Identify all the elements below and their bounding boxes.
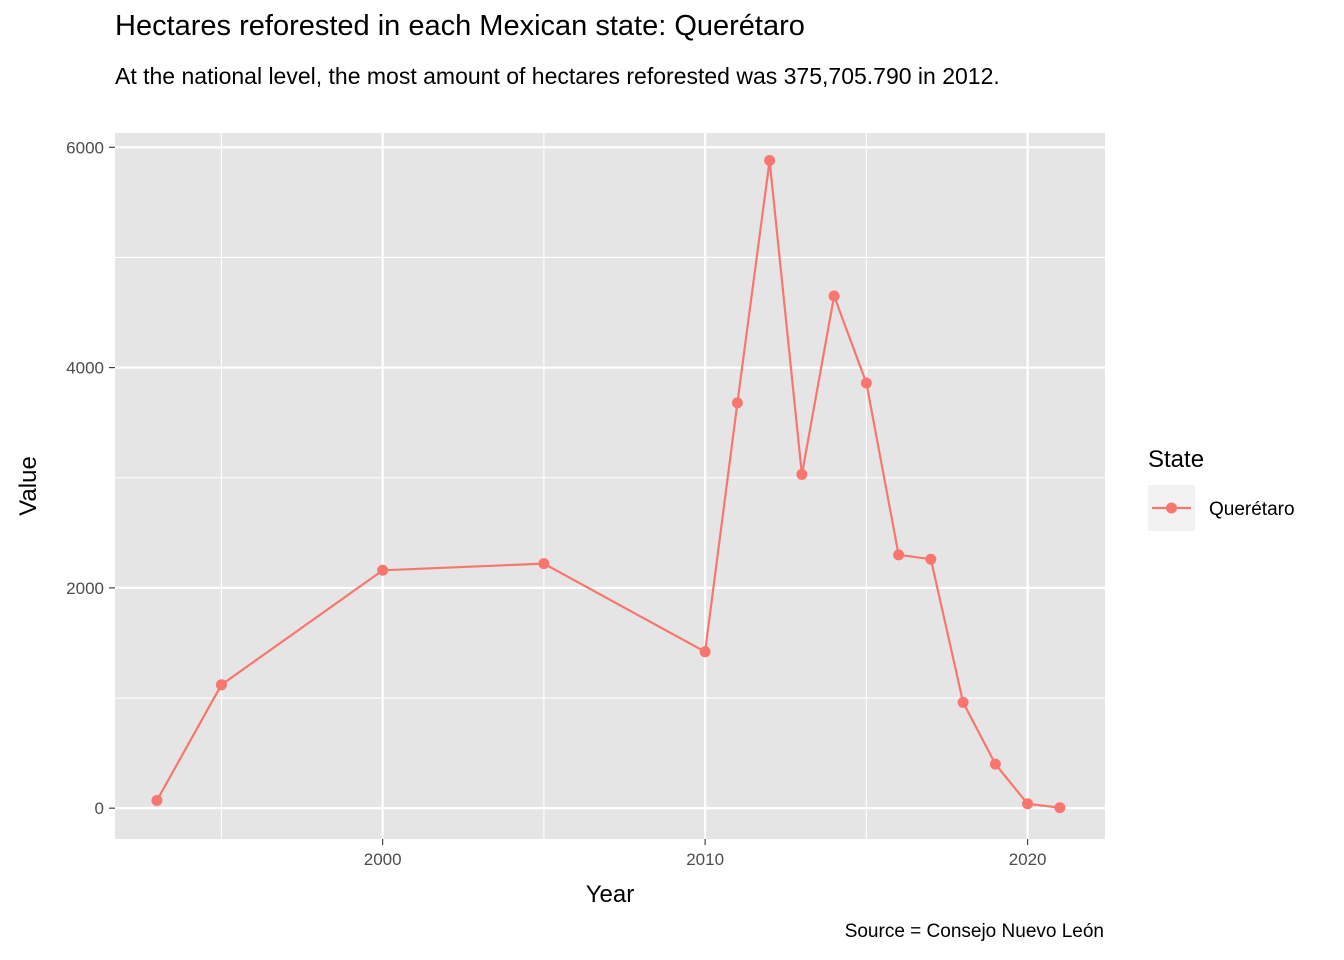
axes: 2000 2010 2020 0 2000 4000 6000 bbox=[66, 138, 1046, 869]
data-point bbox=[151, 794, 163, 806]
y-tick-label: 2000 bbox=[66, 579, 104, 598]
legend: State Querétaro bbox=[1148, 446, 1295, 531]
legend-label-queretaro: Querétaro bbox=[1209, 499, 1295, 520]
data-point bbox=[796, 468, 808, 480]
series-points bbox=[151, 155, 1066, 814]
data-point bbox=[1054, 802, 1066, 814]
chart-subtitle: At the national level, the most amount o… bbox=[115, 63, 1000, 89]
y-tick-label: 6000 bbox=[66, 138, 104, 157]
data-point bbox=[699, 646, 711, 658]
x-tick-label: 2000 bbox=[364, 850, 402, 869]
major-gridlines bbox=[115, 133, 1105, 839]
x-tick-label: 2010 bbox=[686, 850, 724, 869]
series-line-queretaro bbox=[155, 160, 1061, 809]
y-tick-label: 4000 bbox=[66, 359, 104, 378]
x-axis-title: Year bbox=[586, 881, 635, 908]
legend-key-point bbox=[1166, 502, 1177, 514]
chart-caption: Source = Consejo Nuevo León bbox=[844, 921, 1104, 942]
data-point bbox=[925, 553, 937, 565]
data-point bbox=[893, 549, 905, 561]
data-point bbox=[1022, 798, 1034, 810]
data-point bbox=[828, 290, 840, 302]
legend-title: State bbox=[1148, 446, 1204, 473]
x-tick-label: 2020 bbox=[1009, 850, 1047, 869]
data-point bbox=[731, 397, 743, 409]
minor-gridlines bbox=[115, 133, 1105, 839]
chart-title: Hectares reforested in each Mexican stat… bbox=[115, 10, 805, 42]
y-axis-title: Value bbox=[15, 456, 42, 516]
plot-panel bbox=[115, 133, 1105, 839]
data-point bbox=[215, 679, 227, 691]
data-point bbox=[764, 155, 776, 167]
y-tick-label: 0 bbox=[95, 799, 104, 818]
data-point bbox=[538, 558, 550, 570]
data-point bbox=[957, 696, 969, 708]
data-point bbox=[860, 377, 872, 389]
data-point bbox=[989, 758, 1001, 770]
data-point bbox=[377, 564, 389, 576]
